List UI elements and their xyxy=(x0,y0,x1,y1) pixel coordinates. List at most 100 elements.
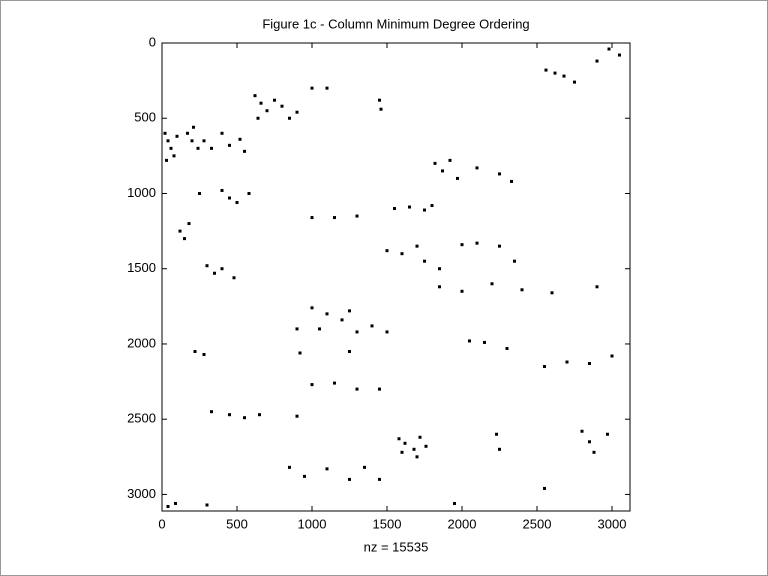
y-tick-label: 0 xyxy=(149,34,156,49)
nonzero-dot xyxy=(166,139,170,143)
nonzero-dot xyxy=(210,410,213,414)
nonzero-dot xyxy=(310,86,314,90)
x-tick-label: 2500 xyxy=(523,516,552,531)
nonzero-dot xyxy=(490,282,494,286)
plot-area xyxy=(161,42,631,512)
nonzero-dot xyxy=(595,285,599,289)
nonzero-dot xyxy=(403,441,407,445)
nonzero-dot xyxy=(235,201,239,205)
nonzero-dot xyxy=(355,214,359,218)
nonzero-dot xyxy=(595,59,599,63)
nonzero-dot xyxy=(325,467,329,471)
nonzero-dot xyxy=(544,68,548,72)
nonzero-dot xyxy=(423,259,426,263)
nonzero-dot xyxy=(412,447,416,451)
nonzero-dot xyxy=(220,267,224,271)
nonzero-dot xyxy=(370,324,374,328)
nonzero-dot xyxy=(408,205,411,209)
nonzero-dot xyxy=(495,432,498,436)
nonzero-dot xyxy=(483,340,486,344)
nonzero-dot xyxy=(520,288,524,292)
nonzero-dot xyxy=(310,216,314,220)
nonzero-dot xyxy=(243,416,246,420)
nonzero-dot xyxy=(310,383,314,387)
y-tick-label: 2000 xyxy=(127,335,156,350)
nonzero-dot xyxy=(430,204,434,208)
nonzero-dot xyxy=(318,327,321,331)
nonzero-dot xyxy=(588,362,591,366)
nonzero-dot xyxy=(232,276,236,280)
nonzero-dot xyxy=(393,207,396,211)
nonzero-dot xyxy=(228,196,231,200)
nonzero-dot xyxy=(288,465,291,469)
nonzero-dot xyxy=(213,271,216,275)
x-tick-label: 1000 xyxy=(298,516,327,531)
nonzero-dot xyxy=(247,191,251,195)
nonzero-dot xyxy=(378,387,381,391)
nonzero-dot xyxy=(498,447,501,451)
nonzero-dot xyxy=(400,450,404,454)
nonzero-dot xyxy=(513,259,516,263)
nonzero-dot xyxy=(378,477,381,481)
nonzero-dot xyxy=(415,455,419,459)
nonzero-dot xyxy=(295,327,299,331)
nonzero-dot xyxy=(169,146,173,150)
nonzero-dot xyxy=(606,432,609,436)
nonzero-dot xyxy=(441,169,444,173)
nonzero-dot xyxy=(259,101,263,105)
y-tick-label: 3000 xyxy=(127,486,156,501)
nonzero-dot xyxy=(210,146,213,150)
nonzero-dot xyxy=(456,176,459,180)
nonzero-dot xyxy=(295,110,299,114)
nonzero-dot xyxy=(202,352,206,356)
nonzero-dot xyxy=(288,116,291,120)
nonzero-dot xyxy=(565,360,569,364)
nonzero-dot xyxy=(460,243,464,247)
nonzero-dot xyxy=(192,125,195,129)
nonzero-dot xyxy=(423,208,426,212)
nonzero-dot xyxy=(448,158,452,162)
nonzero-dot xyxy=(187,222,191,226)
nonzero-dot xyxy=(190,139,194,143)
nonzero-dot xyxy=(433,161,437,165)
y-tick-label: 2500 xyxy=(127,411,156,426)
nonzero-dot xyxy=(196,146,200,150)
nonzero-dot xyxy=(355,330,359,334)
nonzero-dot xyxy=(333,381,336,385)
nonzero-dot xyxy=(280,104,284,108)
y-tick-label: 500 xyxy=(134,110,156,125)
nonzero-dot xyxy=(310,306,314,310)
nonzero-dot xyxy=(325,312,329,316)
nonzero-dot xyxy=(198,191,201,195)
nonzero-dot xyxy=(258,413,261,417)
nonzero-dot xyxy=(453,501,456,505)
y-tick-label: 1500 xyxy=(127,260,156,275)
nonzero-dot xyxy=(178,229,182,233)
nonzero-dot xyxy=(253,94,257,98)
nonzero-dot xyxy=(355,387,359,391)
nonzero-dot xyxy=(553,71,557,75)
nonzero-dot xyxy=(175,134,179,138)
nonzero-dot xyxy=(400,252,404,256)
nonzero-dot xyxy=(238,137,242,141)
nonzero-dot xyxy=(385,330,389,334)
nonzero-dot xyxy=(166,504,170,508)
nonzero-dot xyxy=(498,172,501,176)
nonzero-dot xyxy=(573,80,576,84)
nonzero-dot xyxy=(348,309,351,313)
nonzero-dot xyxy=(438,267,441,271)
nonzero-dot xyxy=(418,435,422,439)
nonzero-dot xyxy=(475,241,479,245)
nonzero-dot xyxy=(592,450,596,454)
nonzero-dot xyxy=(510,179,513,183)
nonzero-dot xyxy=(228,143,231,147)
x-axis-label: nz = 15535 xyxy=(364,539,429,554)
chart-title: Figure 1c - Column Minimum Degree Orderi… xyxy=(262,16,529,31)
nonzero-dot xyxy=(543,365,546,369)
nonzero-dot xyxy=(303,474,306,478)
nonzero-dot xyxy=(174,501,177,505)
nonzero-dot xyxy=(363,465,366,469)
nonzero-dot xyxy=(550,291,554,295)
nonzero-dot xyxy=(610,354,614,358)
